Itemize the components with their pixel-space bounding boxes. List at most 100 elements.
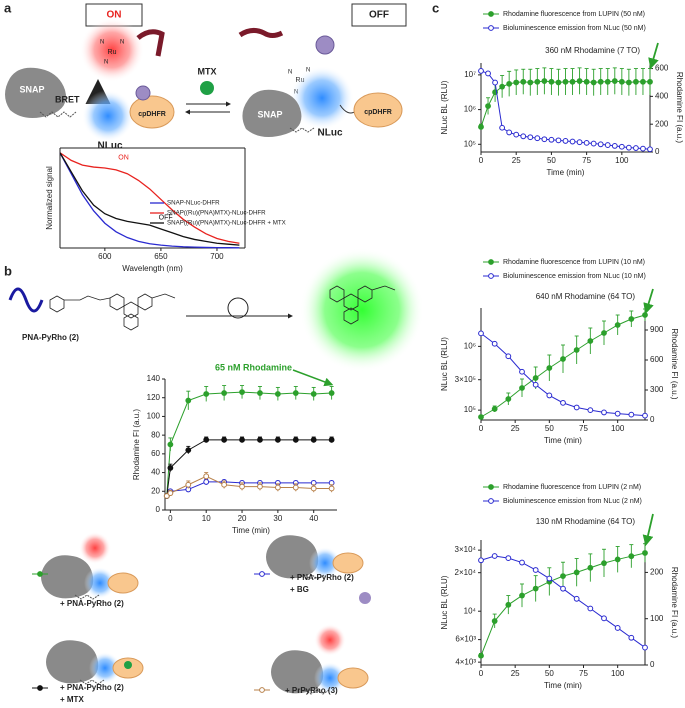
pna-ribbon: [136, 29, 165, 57]
snap-protein: [242, 89, 302, 138]
data-point: [597, 141, 604, 148]
data-point: [506, 80, 513, 87]
molecule: [49, 293, 176, 331]
data-point: [548, 78, 555, 85]
nluc-glow: [82, 90, 134, 142]
ru-label: Ru: [108, 49, 117, 56]
data-point: [587, 338, 594, 344]
ru-glow: [79, 532, 111, 564]
y2-axis-label: Rhodamine FI (a.u.): [670, 567, 679, 638]
x-tick-label: 700: [210, 252, 224, 261]
data-point: [167, 464, 174, 471]
n-label: N: [288, 70, 292, 76]
data-point: [546, 392, 553, 399]
data-point: [505, 555, 512, 561]
data-point: [478, 414, 484, 420]
y-tick-label: 140: [147, 374, 161, 383]
data-point: [628, 634, 635, 641]
y2-tick-label: 200: [655, 119, 669, 128]
data-point: [618, 143, 625, 150]
x-axis-label: Time (min): [544, 436, 582, 445]
data-point: [310, 485, 317, 492]
data-point: [478, 124, 484, 130]
data-point: [478, 557, 484, 564]
legend-marker: [488, 484, 494, 490]
y2-tick-label: 600: [650, 355, 664, 364]
annotation: 130 nM Rhodamine (64 TO): [536, 517, 636, 526]
state-box: [351, 3, 407, 27]
y-axis-label: NLuc BL (RLU): [440, 575, 449, 629]
y-tick-label: 3×10⁴: [455, 545, 477, 554]
data-point: [569, 138, 576, 145]
data-point: [597, 78, 604, 85]
legend-label: + PNA-PyRho (2): [60, 599, 124, 608]
cpdhfr-label: cpDHFR: [364, 109, 392, 116]
data-point: [499, 83, 506, 90]
data-point: [560, 573, 566, 580]
data-point: [185, 481, 192, 488]
data-point: [611, 78, 618, 84]
data-point: [505, 601, 512, 608]
y-tick-label: 60: [151, 449, 160, 458]
data-point: [546, 575, 553, 582]
data-point: [520, 133, 527, 140]
cpdhfr-protein: [353, 92, 403, 128]
data-point: [642, 550, 648, 556]
data-point: [519, 368, 525, 375]
pna-ribbon: [238, 27, 284, 38]
series-line: [166, 475, 332, 497]
legend-label: Rhodamine fluorescence from LUPIN (50 nM…: [503, 11, 645, 18]
series-line: [59, 152, 240, 244]
legend-marker: [488, 498, 494, 504]
data-point: [573, 347, 580, 353]
data-point: [642, 312, 648, 318]
catalysis-cycle: [227, 297, 249, 319]
y-tick-label: 10⁶: [464, 105, 476, 114]
data-point: [562, 138, 569, 144]
data-point: [257, 390, 263, 396]
x-tick-label: 10: [202, 514, 211, 523]
data-point: [532, 375, 539, 381]
data-point: [519, 385, 525, 391]
data-point: [485, 70, 491, 77]
x-tick-label: 30: [273, 514, 282, 523]
x-tick-label: 75: [579, 424, 588, 433]
data-point: [292, 390, 299, 396]
legend-label: SNAP((Ru)(PNA)MTX)-NLuc-DHFR + MTX: [167, 220, 286, 227]
data-point: [167, 490, 174, 497]
data-point: [633, 145, 639, 151]
data-point: [640, 78, 646, 85]
bret-label: BRET: [55, 94, 80, 104]
y-tick-label: 40: [151, 468, 160, 477]
data-point: [562, 78, 569, 85]
data-point: [478, 652, 484, 659]
data-point: [274, 484, 281, 491]
data-point: [513, 79, 520, 86]
data-point: [604, 78, 611, 85]
data-point: [647, 78, 653, 85]
panel-label: c: [432, 0, 439, 15]
legend-marker: [259, 571, 265, 577]
off-label: OFF: [369, 10, 389, 21]
y-tick-label: 120: [147, 393, 161, 402]
pna-strand: [8, 287, 44, 313]
n-label: N: [104, 60, 108, 66]
x-tick-label: 100: [615, 156, 629, 165]
cpdhfr-protein: [129, 95, 175, 129]
x-tick-label: 25: [511, 669, 520, 678]
annotation: OFF: [159, 214, 173, 221]
data-point: [185, 447, 192, 454]
data-point: [587, 407, 594, 414]
data-point: [560, 399, 566, 406]
annotation: ON: [118, 154, 129, 161]
data-point: [601, 560, 607, 567]
panel-label: b: [4, 263, 12, 278]
ru-glow: [80, 18, 144, 82]
data-point: [499, 124, 506, 131]
y2-tick-label: 0: [650, 415, 655, 424]
n-label: N: [100, 40, 104, 46]
data-point: [625, 79, 632, 86]
data-point: [185, 397, 192, 404]
x-tick-label: 0: [479, 424, 484, 433]
data-point: [532, 381, 539, 388]
